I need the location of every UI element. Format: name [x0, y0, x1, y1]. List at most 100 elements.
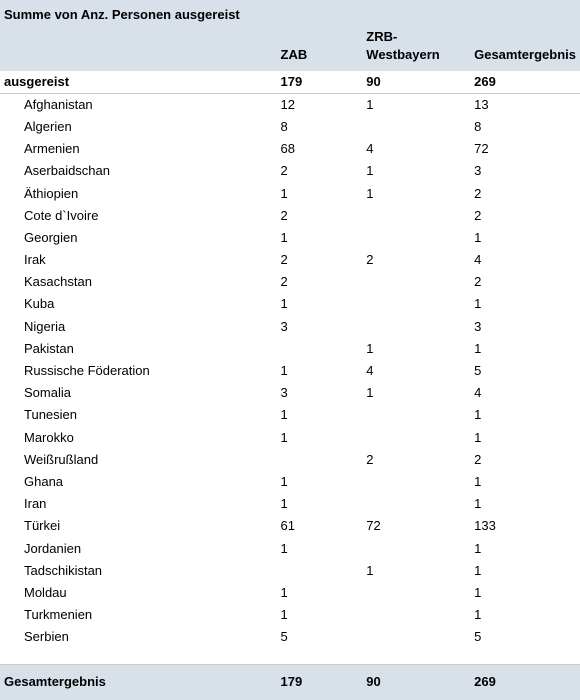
cell-zrb	[362, 538, 470, 560]
cell-zab: 1	[277, 360, 363, 382]
footer-zab: 179	[277, 665, 363, 700]
group-total: 269	[470, 71, 580, 94]
cell-country: Algerien	[0, 116, 277, 138]
col-header-zab: ZAB	[277, 26, 363, 70]
cell-country: Marokko	[0, 427, 277, 449]
cell-total: 5	[470, 626, 580, 648]
cell-country: Serbien	[0, 626, 277, 648]
header-row: ZAB ZRB-Westbayern Gesamtergebnis	[0, 26, 580, 70]
cell-country: Iran	[0, 493, 277, 515]
group-zab: 179	[277, 71, 363, 94]
table-row: Moldau11	[0, 582, 580, 604]
cell-total: 1	[470, 227, 580, 249]
col-header-total: Gesamtergebnis	[470, 26, 580, 70]
cell-country: Äthiopien	[0, 183, 277, 205]
cell-total: 5	[470, 360, 580, 382]
cell-country: Turkmenien	[0, 604, 277, 626]
table-row: Afghanistan12113	[0, 93, 580, 116]
table-row: Russische Föderation145	[0, 360, 580, 382]
cell-zrb	[362, 582, 470, 604]
table-row: Tadschikistan11	[0, 560, 580, 582]
cell-total: 3	[470, 160, 580, 182]
group-row: ausgereist 179 90 269	[0, 71, 580, 94]
cell-zab: 5	[277, 626, 363, 648]
cell-zrb	[362, 404, 470, 426]
cell-zab	[277, 449, 363, 471]
cell-total: 3	[470, 316, 580, 338]
col-header-country	[0, 26, 277, 70]
cell-zab: 12	[277, 93, 363, 116]
table-row: Serbien55	[0, 626, 580, 648]
cell-zrb	[362, 116, 470, 138]
col-header-zrb: ZRB-Westbayern	[362, 26, 470, 70]
cell-country: Georgien	[0, 227, 277, 249]
cell-country: Aserbaidschan	[0, 160, 277, 182]
cell-total: 2	[470, 183, 580, 205]
cell-zab: 1	[277, 183, 363, 205]
table-row: Äthiopien112	[0, 183, 580, 205]
spacer-row	[0, 648, 580, 665]
cell-zrb: 1	[362, 183, 470, 205]
group-label: ausgereist	[0, 71, 277, 94]
cell-country: Pakistan	[0, 338, 277, 360]
cell-zab: 1	[277, 471, 363, 493]
cell-total: 1	[470, 538, 580, 560]
cell-zrb: 1	[362, 560, 470, 582]
cell-zab: 1	[277, 582, 363, 604]
table-row: Kuba11	[0, 293, 580, 315]
table-row: Iran11	[0, 493, 580, 515]
cell-zab: 68	[277, 138, 363, 160]
cell-total: 13	[470, 93, 580, 116]
table-row: Somalia314	[0, 382, 580, 404]
cell-total: 1	[470, 582, 580, 604]
cell-zab: 1	[277, 227, 363, 249]
cell-zab: 1	[277, 493, 363, 515]
footer-row: Gesamtergebnis 179 90 269	[0, 665, 580, 700]
table-row: Pakistan 11	[0, 338, 580, 360]
cell-country: Kuba	[0, 293, 277, 315]
table-row: Algerien88	[0, 116, 580, 138]
cell-zab: 3	[277, 316, 363, 338]
table-row: Nigeria33	[0, 316, 580, 338]
table-row: Aserbaidschan213	[0, 160, 580, 182]
table-row: Weißrußland22	[0, 449, 580, 471]
table-row: Armenien68472	[0, 138, 580, 160]
cell-zrb	[362, 493, 470, 515]
cell-total: 1	[470, 560, 580, 582]
cell-zrb: 1	[362, 93, 470, 116]
cell-zrb	[362, 271, 470, 293]
cell-country: Weißrußland	[0, 449, 277, 471]
table-row: Marokko11	[0, 427, 580, 449]
cell-country: Irak	[0, 249, 277, 271]
cell-total: 1	[470, 293, 580, 315]
cell-total: 1	[470, 338, 580, 360]
cell-country: Tunesien	[0, 404, 277, 426]
cell-country: Cote d`Ivoire	[0, 205, 277, 227]
cell-total: 72	[470, 138, 580, 160]
cell-country: Türkei	[0, 515, 277, 537]
cell-zrb	[362, 471, 470, 493]
cell-country: Kasachstan	[0, 271, 277, 293]
cell-zrb: 1	[362, 338, 470, 360]
table-title: Summe von Anz. Personen ausgereist	[0, 0, 580, 26]
cell-zrb	[362, 626, 470, 648]
table-row: Tunesien11	[0, 404, 580, 426]
cell-zrb: 1	[362, 160, 470, 182]
cell-zab: 2	[277, 160, 363, 182]
cell-total: 2	[470, 205, 580, 227]
cell-country: Afghanistan	[0, 93, 277, 116]
table-row: Jordanien11	[0, 538, 580, 560]
data-table: Summe von Anz. Personen ausgereist ZAB Z…	[0, 0, 580, 700]
cell-zrb: 2	[362, 249, 470, 271]
cell-zrb	[362, 205, 470, 227]
cell-total: 133	[470, 515, 580, 537]
cell-country: Moldau	[0, 582, 277, 604]
cell-total: 4	[470, 249, 580, 271]
cell-zab	[277, 338, 363, 360]
cell-zrb	[362, 293, 470, 315]
cell-zab: 2	[277, 205, 363, 227]
cell-country: Jordanien	[0, 538, 277, 560]
cell-total: 1	[470, 427, 580, 449]
cell-zrb: 2	[362, 449, 470, 471]
cell-zab	[277, 560, 363, 582]
